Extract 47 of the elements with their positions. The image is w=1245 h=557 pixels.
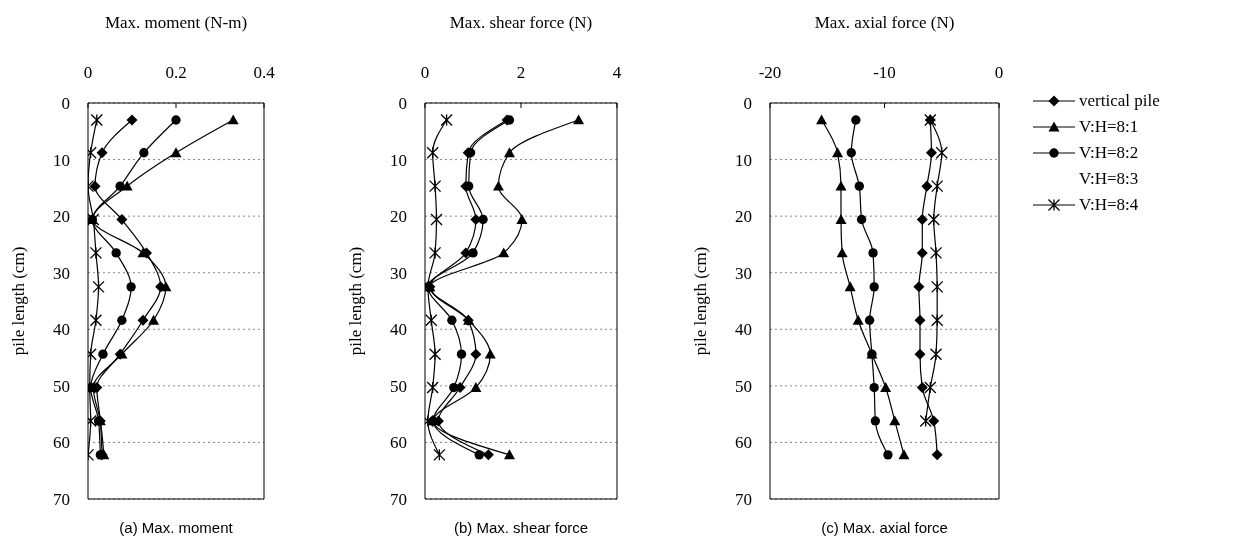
text: (b) Max. shear force xyxy=(452,519,590,536)
y-tick-label: 70 xyxy=(53,490,70,510)
y-tick-label: 70 xyxy=(390,490,407,510)
text: (a) Max. moment xyxy=(118,519,234,536)
x-axis-title: Max. moment (N-m) xyxy=(103,12,249,34)
y-tick-label: 50 xyxy=(53,376,70,396)
x-tick-label: 0 xyxy=(420,63,430,82)
x-tick-label: 0.4 xyxy=(253,63,276,82)
y-tick-label: 20 xyxy=(390,207,407,227)
y-tick-label: 0 xyxy=(398,94,407,114)
x-tick-label: 4 xyxy=(612,63,622,82)
legend-label: vertical pile xyxy=(1079,91,1160,111)
x-tick-label: 2 xyxy=(516,63,526,82)
x-tick-label: -10 xyxy=(873,63,896,82)
text: V:H=8:3 xyxy=(1079,169,1139,189)
x-tick-label: -20 xyxy=(758,63,782,82)
x-axis-title: Max. shear force (N) xyxy=(448,12,594,34)
legend-label: V:H=8:4 xyxy=(1079,195,1139,215)
y-tick-label: 10 xyxy=(735,150,752,170)
y-tick-label: 30 xyxy=(735,263,752,283)
legend-label: V:H=8:1 xyxy=(1079,117,1139,137)
y-tick-label: 60 xyxy=(390,433,407,453)
x-tick-label: 0.2 xyxy=(165,63,187,82)
y-tick-label: 50 xyxy=(735,376,752,396)
y-tick-label: 0 xyxy=(743,94,752,114)
y-tick-label: 30 xyxy=(53,263,70,283)
y-tick-label: 40 xyxy=(390,320,407,340)
y-tick-label: 60 xyxy=(735,433,752,453)
legend-label: V:H=8:2 xyxy=(1079,143,1139,163)
y-tick-label: 70 xyxy=(735,490,752,510)
y-tick-label: 40 xyxy=(735,320,752,340)
text: (c) Max. axial force xyxy=(820,519,949,536)
x-tick-label: 0 xyxy=(83,63,93,82)
y-axis-title: pile length (cm) xyxy=(691,246,711,356)
y-axis-title: pile length (cm) xyxy=(9,246,29,356)
y-tick-label: 20 xyxy=(53,207,70,227)
y-tick-label: 30 xyxy=(390,263,407,283)
y-tick-label: 20 xyxy=(735,207,752,227)
y-tick-label: 50 xyxy=(390,376,407,396)
x-axis-title: Max. axial force (N) xyxy=(813,12,956,34)
y-tick-label: 60 xyxy=(53,433,70,453)
y-tick-label: 40 xyxy=(53,320,70,340)
x-tick-label: 0 xyxy=(994,63,1004,82)
y-axis-title: pile length (cm) xyxy=(346,246,366,356)
y-tick-label: 10 xyxy=(390,150,407,170)
y-tick-label: 10 xyxy=(53,150,70,170)
y-tick-label: 0 xyxy=(61,94,70,114)
